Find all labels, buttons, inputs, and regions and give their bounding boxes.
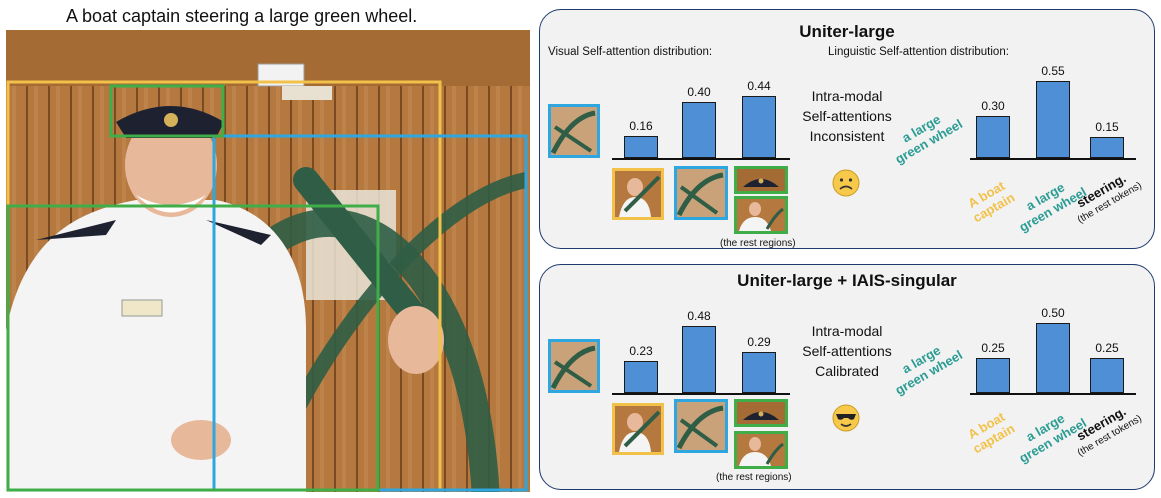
query-region-thumbnail xyxy=(548,104,600,158)
panel-uniter-large: Uniter-large Visual Self-attention distr… xyxy=(539,9,1155,249)
linguistic-bar-1 xyxy=(976,358,1010,393)
sunglasses-face-icon xyxy=(832,404,860,432)
linguistic-bar-1 xyxy=(976,116,1010,158)
rest-regions-label: (the rest regions) xyxy=(720,238,796,249)
visual-axis-baseline xyxy=(612,393,790,395)
region-thumbnail-cap xyxy=(734,399,788,427)
status-line-2: Self-attentions xyxy=(802,343,892,359)
linguistic-value-1: 0.25 xyxy=(981,341,1005,355)
rest-regions-label: (the rest regions) xyxy=(716,472,792,483)
linguistic-value-3: 0.15 xyxy=(1095,120,1119,134)
linguistic-axis-baseline xyxy=(970,393,1136,395)
region-thumbnail-captain xyxy=(612,403,664,455)
linguistic-bar-2 xyxy=(1036,81,1070,158)
status-line-2: Self-attentions xyxy=(802,108,892,124)
visual-axis-baseline xyxy=(612,158,790,160)
linguistic-value-3: 0.25 xyxy=(1095,341,1119,355)
visual-value-3: 0.29 xyxy=(747,335,771,350)
status-text: Intra-modal Self-attentions Inconsistent xyxy=(792,86,902,146)
panel-title: Uniter-large xyxy=(799,22,895,41)
region-thumbnail-body xyxy=(734,196,788,234)
captain-photo xyxy=(6,30,530,492)
linguistic-value-2: 0.50 xyxy=(1041,306,1065,320)
region-thumbnail-wheel xyxy=(674,166,728,220)
status-line-1: Intra-modal xyxy=(811,88,883,104)
linguistic-bar-2 xyxy=(1036,323,1070,393)
query-region-thumbnail xyxy=(548,339,600,393)
visual-bar-3 xyxy=(742,96,776,158)
visual-value-1: 0.23 xyxy=(629,343,653,358)
panel-title: Uniter-large + IAIS-singular xyxy=(737,271,957,290)
visual-bar-3 xyxy=(742,352,776,393)
visual-bar-1 xyxy=(624,135,658,158)
frown-face-icon xyxy=(832,169,860,197)
status-line-3: Inconsistent xyxy=(809,128,885,144)
linguistic-value-1: 0.30 xyxy=(981,99,1005,113)
linguistic-bar-3 xyxy=(1090,137,1124,158)
region-thumbnail-cap xyxy=(734,166,788,194)
image-caption: A boat captain steering a large green wh… xyxy=(66,6,418,26)
visual-value-3: 0.44 xyxy=(747,79,771,94)
linguistic-value-2: 0.55 xyxy=(1041,64,1065,78)
linguistic-attention-label: Linguistic Self-attention distribution: xyxy=(828,46,1009,58)
visual-bar-1 xyxy=(624,360,658,393)
visual-value-1: 0.16 xyxy=(629,118,653,133)
region-thumbnail-body xyxy=(734,431,788,469)
status-line-3: Calibrated xyxy=(815,363,879,379)
visual-attention-label: Visual Self-attention distribution: xyxy=(548,46,713,58)
visual-value-2: 0.48 xyxy=(687,308,711,323)
panel-uniter-large-iais: Uniter-large + IAIS-singular 0.23 0.48 0… xyxy=(539,264,1155,490)
visual-bar-2 xyxy=(682,102,716,158)
linguistic-axis-baseline xyxy=(970,158,1136,160)
status-text: Intra-modal Self-attentions Calibrated xyxy=(786,321,908,381)
visual-value-2: 0.40 xyxy=(687,85,711,99)
status-line-1: Intra-modal xyxy=(811,323,883,339)
region-thumbnail-wheel xyxy=(674,399,728,453)
visual-bar-2 xyxy=(682,325,716,393)
linguistic-bar-3 xyxy=(1090,358,1124,393)
region-thumbnail-captain xyxy=(612,168,664,220)
